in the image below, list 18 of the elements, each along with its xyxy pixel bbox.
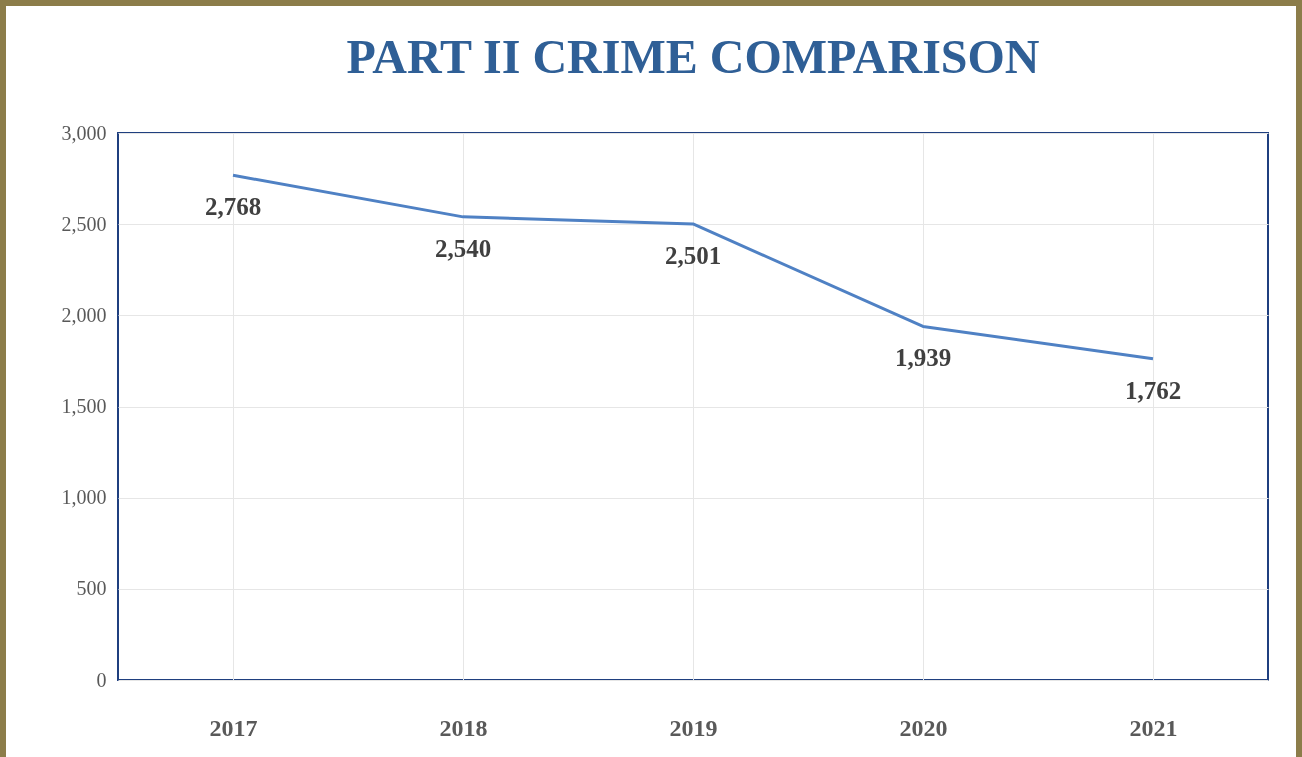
y-tick-label: 3,000 — [61, 121, 107, 144]
data-label: 2,768 — [204, 193, 262, 221]
y-tick-label: 500 — [76, 577, 107, 600]
y-tick-label: 1,000 — [61, 486, 107, 509]
y-tick-label: 2,000 — [61, 303, 107, 326]
data-label: 1,939 — [894, 344, 952, 372]
y-tick-label: 2,500 — [61, 212, 107, 235]
x-tick-label: 2020 — [899, 714, 948, 741]
chart-title: PART II CRIME COMPARISON — [346, 30, 1040, 83]
x-tick-label: 2018 — [439, 714, 488, 741]
x-tick-label: 2017 — [209, 714, 258, 741]
x-tick-label: 2021 — [1129, 714, 1178, 741]
y-tick-label: 0 — [96, 668, 107, 691]
data-label: 2,501 — [664, 241, 722, 269]
y-tick-label: 1,500 — [61, 395, 107, 417]
data-label: 2,540 — [434, 234, 492, 262]
x-tick-label: 2019 — [669, 714, 718, 741]
data-label: 1,762 — [1124, 376, 1182, 404]
